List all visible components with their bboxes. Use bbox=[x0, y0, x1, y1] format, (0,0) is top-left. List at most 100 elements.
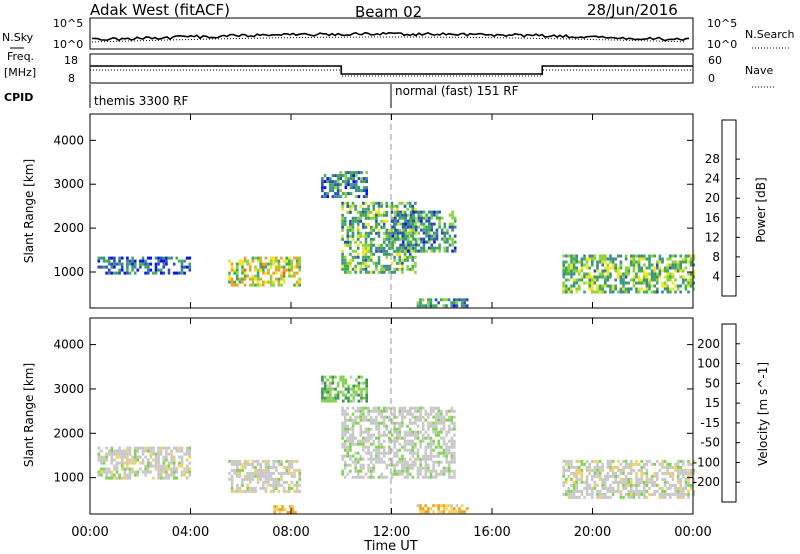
data-cell bbox=[424, 469, 428, 473]
data-cell bbox=[437, 463, 441, 467]
data-cell bbox=[165, 259, 168, 263]
data-cell bbox=[604, 269, 607, 273]
data-cell bbox=[606, 477, 610, 481]
data-cell bbox=[380, 225, 383, 229]
data-cell bbox=[365, 177, 368, 181]
data-cell bbox=[326, 387, 329, 391]
data-cell bbox=[251, 256, 255, 260]
noise-left-tick-top: 10^5 bbox=[53, 17, 83, 30]
data-cell bbox=[398, 448, 402, 452]
data-cell bbox=[339, 177, 342, 181]
data-cell bbox=[285, 471, 288, 475]
data-cell bbox=[115, 452, 119, 456]
data-cell bbox=[614, 474, 617, 478]
data-cell bbox=[407, 249, 410, 253]
data-cell bbox=[126, 449, 129, 453]
data-cell bbox=[682, 471, 685, 475]
data-cell bbox=[382, 454, 386, 458]
data-cell bbox=[679, 477, 682, 481]
data-cell bbox=[658, 260, 662, 264]
data-cell bbox=[656, 281, 659, 285]
colorbar-tick-label: 20 bbox=[705, 191, 720, 205]
data-cell bbox=[429, 301, 433, 305]
data-cell bbox=[438, 225, 441, 229]
data-cell bbox=[451, 213, 454, 217]
data-cell bbox=[601, 290, 604, 294]
data-cell bbox=[141, 259, 145, 263]
data-cell bbox=[687, 495, 690, 499]
data-cell bbox=[97, 473, 101, 477]
data-cell bbox=[321, 378, 324, 382]
data-cell bbox=[367, 216, 370, 220]
data-cell bbox=[425, 234, 428, 238]
data-cell bbox=[419, 418, 422, 422]
data-cell bbox=[272, 483, 275, 487]
y-tick-label: 3000 bbox=[53, 382, 84, 396]
data-cell bbox=[450, 469, 454, 473]
data-cell bbox=[329, 390, 332, 394]
data-cell bbox=[401, 249, 404, 253]
data-cell bbox=[362, 448, 365, 452]
data-cell bbox=[420, 249, 423, 253]
data-cell bbox=[113, 262, 116, 266]
data-cell bbox=[351, 231, 355, 235]
data-cell bbox=[395, 228, 399, 232]
data-cell bbox=[427, 433, 430, 437]
data-cell bbox=[420, 222, 423, 226]
data-cell bbox=[630, 263, 633, 267]
data-cell bbox=[118, 259, 121, 263]
data-cell bbox=[624, 257, 628, 261]
data-cell bbox=[440, 460, 443, 464]
data-cell bbox=[437, 507, 440, 511]
data-cell bbox=[427, 412, 430, 416]
data-cell bbox=[251, 280, 255, 284]
data-cell bbox=[347, 180, 350, 184]
data-cell bbox=[178, 461, 181, 465]
data-cell bbox=[658, 269, 662, 273]
data-cell bbox=[674, 492, 677, 496]
data-cell bbox=[100, 458, 103, 462]
data-cell bbox=[367, 466, 370, 470]
data-cell bbox=[591, 281, 594, 285]
data-cell bbox=[293, 459, 296, 463]
data-cell bbox=[401, 406, 404, 410]
data-cell bbox=[588, 272, 591, 276]
data-cell bbox=[377, 439, 381, 443]
data-cell bbox=[329, 186, 332, 190]
data-cell bbox=[437, 406, 441, 410]
data-cell bbox=[390, 412, 394, 416]
data-cell bbox=[570, 492, 573, 496]
data-cell bbox=[562, 266, 565, 270]
data-cell bbox=[269, 262, 273, 266]
data-cell bbox=[422, 222, 426, 226]
data-cell bbox=[434, 421, 438, 425]
data-cell bbox=[609, 483, 612, 487]
data-cell bbox=[562, 471, 565, 475]
data-cell bbox=[466, 298, 469, 302]
data-cell bbox=[575, 254, 578, 258]
data-cell bbox=[567, 486, 571, 490]
data-cell bbox=[442, 427, 446, 431]
data-cell bbox=[432, 469, 435, 473]
data-cell bbox=[666, 263, 669, 267]
data-cell bbox=[429, 409, 433, 413]
data-cell bbox=[367, 258, 370, 262]
data-cell bbox=[679, 480, 682, 484]
data-cell bbox=[435, 213, 439, 217]
data-cell bbox=[180, 268, 184, 272]
data-cell bbox=[382, 231, 386, 235]
data-cell bbox=[580, 477, 584, 481]
data-cell bbox=[352, 180, 355, 184]
data-cell bbox=[658, 486, 662, 490]
data-cell bbox=[380, 201, 383, 205]
data-cell bbox=[570, 287, 573, 291]
data-cell bbox=[243, 474, 247, 478]
data-cell bbox=[351, 249, 355, 253]
data-cell bbox=[401, 415, 404, 419]
data-cell bbox=[424, 451, 428, 455]
data-cell bbox=[346, 472, 350, 476]
data-cell bbox=[453, 409, 456, 413]
data-cell bbox=[679, 459, 682, 463]
data-cell bbox=[624, 254, 628, 258]
data-cell bbox=[572, 272, 576, 276]
